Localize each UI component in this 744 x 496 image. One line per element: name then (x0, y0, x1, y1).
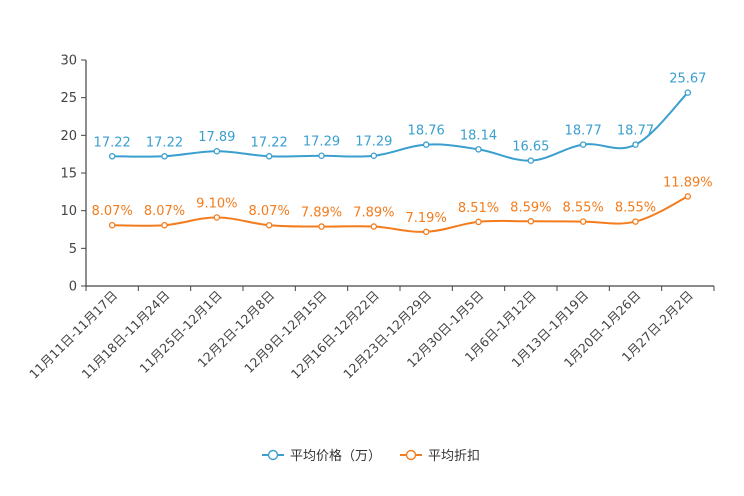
data-point (527, 157, 535, 164)
data-point (632, 218, 639, 225)
data-label: 8.07% (249, 204, 290, 219)
data-point (632, 141, 639, 148)
data-label: 8.55% (563, 201, 604, 216)
legend-item-avg-price[interactable]: 平均价格（万） (262, 448, 381, 464)
data-label: 16.65 (512, 140, 549, 155)
data-point (318, 223, 325, 230)
data-point (579, 218, 587, 225)
data-label: 11.89% (663, 175, 713, 190)
data-point (108, 221, 116, 229)
x-tick-label: 11月11日-11月17日 (26, 288, 120, 382)
y-tick-label: 30 (60, 54, 77, 69)
data-label: 8.59% (510, 200, 551, 215)
y-tick-label: 10 (60, 204, 77, 219)
data-label: 7.19% (406, 211, 447, 226)
data-label: 17.29 (303, 135, 340, 150)
legend-marker-icon (405, 449, 417, 461)
data-point (161, 221, 168, 229)
data-label: 8.07% (144, 204, 185, 219)
data-point (370, 223, 378, 230)
legend[interactable]: 平均价格（万） 平均折扣 (262, 448, 480, 464)
data-label: 7.89% (353, 206, 394, 221)
series-line (112, 195, 689, 233)
data-label: 8.55% (615, 201, 656, 216)
y-tick-label: 0 (69, 280, 77, 295)
data-label: 7.89% (301, 206, 342, 221)
data-label: 8.51% (458, 201, 499, 216)
legend-label: 平均折扣 (428, 449, 480, 464)
series-layer: 17.22 17.22 17.89 17.22 17.29 17.29 18.76 18.14… (92, 72, 713, 236)
data-point (161, 153, 168, 160)
y-tick-label: 5 (69, 242, 77, 257)
data-label: 25.67 (669, 72, 706, 87)
data-point (213, 214, 221, 221)
data-label: 9.10% (196, 196, 237, 211)
x-tick-label: 12月16日-12月22日 (288, 288, 382, 382)
data-point (684, 193, 692, 200)
legend-item-avg-discount[interactable]: 平均折扣 (400, 449, 480, 464)
x-tick-label: 11月18日-11月24日 (78, 288, 172, 382)
data-label: 17.22 (251, 135, 288, 150)
data-point (422, 228, 430, 236)
data-point (370, 152, 378, 159)
data-point (684, 89, 692, 96)
data-point (475, 218, 482, 226)
data-label: 18.77 (617, 124, 654, 139)
data-point (579, 141, 587, 148)
y-tick-label: 25 (60, 91, 77, 106)
data-point (108, 153, 116, 160)
data-point (422, 141, 430, 148)
y-tick-label: 15 (60, 167, 77, 182)
series-avg-discount: 8.07% 8.07% 9.10% 8.07% 7.89% 7.89% 7.19% 8.51%… (92, 175, 713, 236)
data-label: 17.22 (146, 135, 183, 150)
series-avg-price: 17.22 17.22 17.89 17.22 17.29 17.29 18.76 18.14… (94, 72, 706, 164)
data-point (213, 147, 221, 155)
legend-marker-icon (267, 449, 279, 461)
legend-label: 平均价格（万） (290, 448, 381, 464)
data-point (318, 152, 325, 159)
x-tick-label: 12月23日-12月29日 (340, 288, 434, 382)
data-point (265, 221, 273, 229)
data-label: 8.07% (92, 204, 133, 219)
data-label: 18.14 (460, 128, 497, 143)
data-label: 18.76 (408, 124, 445, 139)
data-label: 17.22 (94, 135, 131, 150)
data-point (265, 153, 273, 160)
data-point (475, 146, 482, 153)
series-line (112, 91, 689, 162)
data-label: 18.77 (565, 124, 602, 139)
data-label: 17.29 (355, 135, 392, 150)
data-point (527, 218, 535, 225)
y-tick-label: 20 (60, 129, 77, 144)
data-label: 17.89 (198, 130, 235, 145)
